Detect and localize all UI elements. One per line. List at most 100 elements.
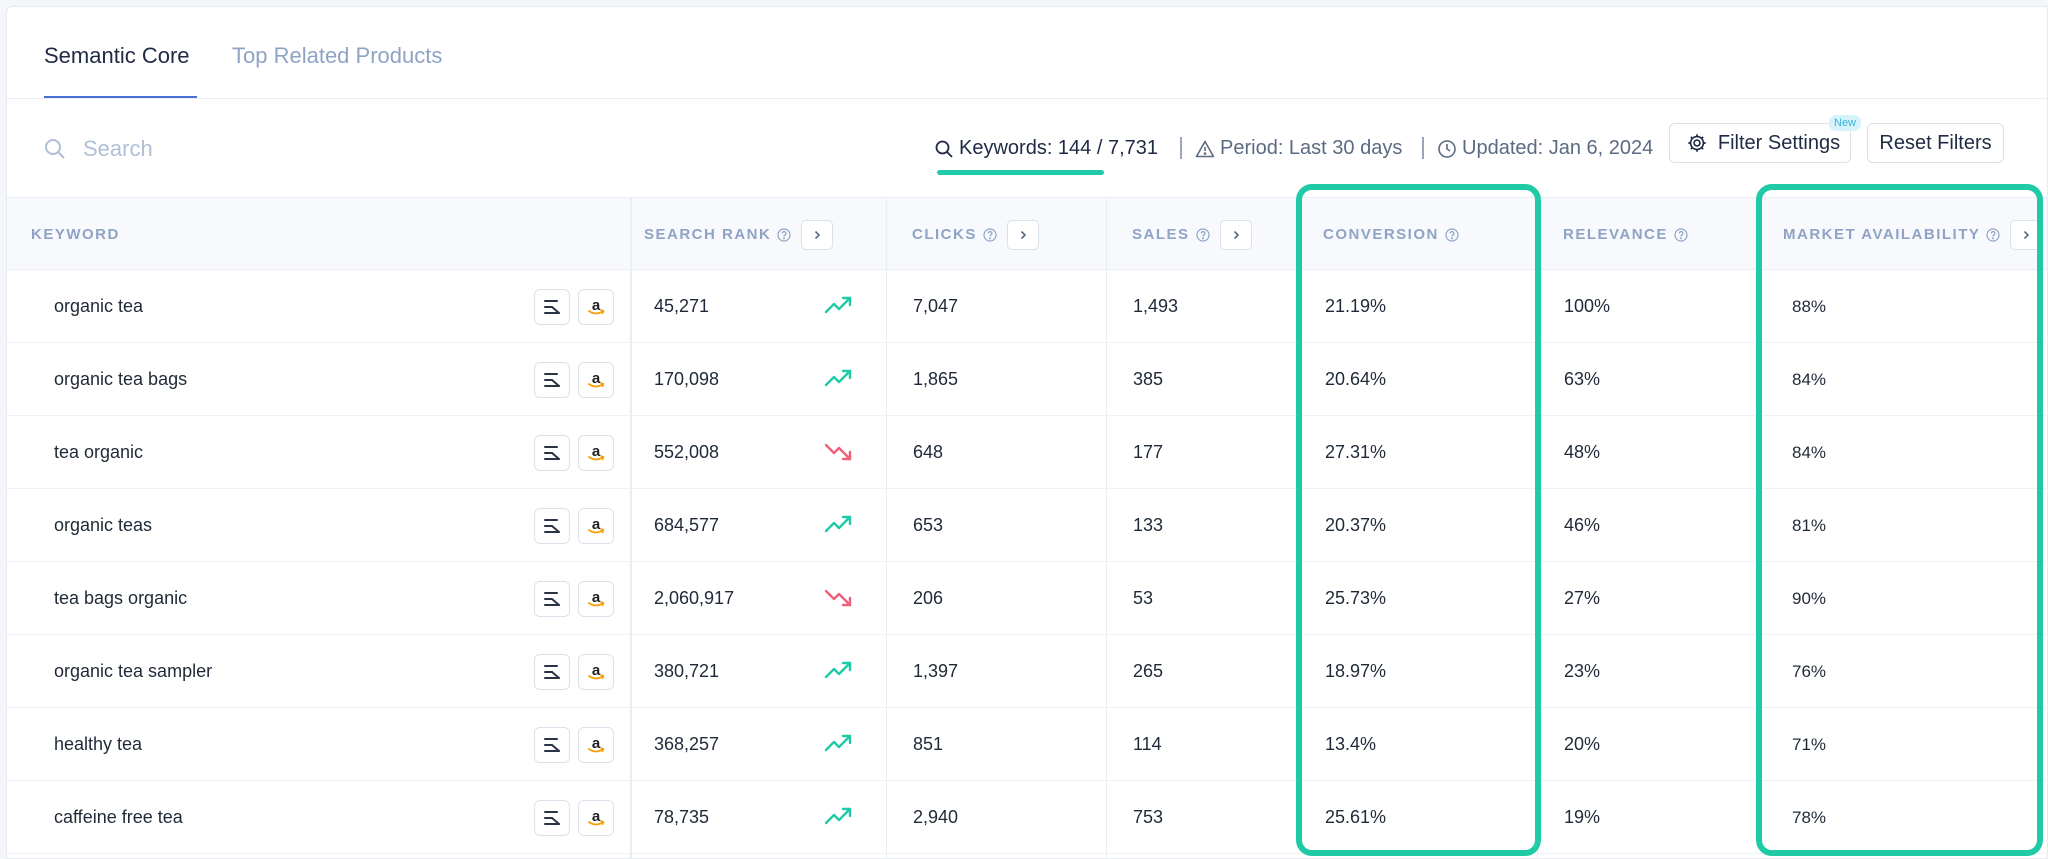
amazon-icon[interactable]: a (578, 362, 614, 398)
search-rank-tool-icon[interactable] (534, 508, 570, 544)
period-label: Period: Last 30 days (1220, 137, 1403, 159)
svg-text:a: a (592, 443, 601, 460)
column-divider (630, 197, 632, 859)
table-row[interactable]: organic tea bags a 170,098 1,865 385 20.64% 63… (7, 343, 2047, 416)
search-rank-tool-icon[interactable] (534, 654, 570, 690)
relevance-cell: 19% (1564, 807, 1601, 827)
search-input[interactable] (83, 136, 583, 162)
column-header-keyword[interactable]: KEYWORD (31, 198, 120, 271)
help-icon[interactable] (983, 227, 997, 242)
trend-down-icon (824, 586, 854, 610)
search-rank-tool-icon[interactable] (534, 435, 570, 471)
clock-icon (1438, 139, 1456, 158)
amazon-icon[interactable]: a (578, 508, 614, 544)
market-availability-cell: 88% (1792, 296, 1827, 316)
relevance-cell: 23% (1564, 661, 1601, 681)
help-icon[interactable] (777, 227, 791, 242)
help-icon[interactable] (1674, 227, 1688, 242)
column-header-relevance[interactable]: RELEVANCE (1563, 198, 1688, 271)
search-rank-cell: 380,721 (654, 661, 720, 681)
column-header-market-availability[interactable]: MARKET AVAILABILITY (1783, 198, 2043, 271)
reset-filters-button[interactable]: Reset Filters (1867, 123, 2004, 163)
search-box (43, 136, 583, 162)
help-icon[interactable] (1445, 227, 1459, 242)
column-header-conversion-label: CONVERSION (1323, 226, 1439, 243)
chevron-right-icon[interactable] (801, 219, 834, 250)
search-rank-tool-icon[interactable] (534, 727, 570, 763)
column-header-keyword-label: KEYWORD (31, 226, 120, 243)
period-info: Period: Last 30 days (1195, 137, 1402, 160)
keyword-cell: organic teas (54, 515, 153, 535)
amazon-icon[interactable]: a (578, 727, 614, 763)
sales-cell: 265 (1133, 661, 1164, 681)
warning-triangle-icon (1195, 140, 1215, 157)
chevron-right-icon[interactable] (2010, 219, 2043, 250)
table-row[interactable]: organic tea a 45,271 7,047 1,493 21.19% 100% 88… (7, 270, 2047, 343)
divider (1422, 137, 1424, 159)
svg-text:a: a (592, 297, 601, 314)
clicks-cell: 7,047 (913, 296, 959, 316)
keyword-cell: healthy tea (54, 734, 143, 754)
conversion-cell: 27.31% (1325, 442, 1387, 462)
sales-cell: 753 (1133, 807, 1164, 827)
keywords-highlight-underline (937, 170, 1104, 175)
market-availability-cell: 76% (1792, 661, 1827, 681)
sales-cell: 53 (1133, 588, 1154, 608)
help-icon[interactable] (1195, 227, 1210, 242)
table-row[interactable]: tea organic a 552,008 648 177 27.31% 48% 84% (7, 416, 2047, 489)
updated-label: Updated: Jan 6, 2024 (1462, 137, 1654, 159)
clicks-cell: 648 (913, 442, 944, 462)
column-header-market-availability-label: MARKET AVAILABILITY (1783, 226, 1981, 243)
column-header-clicks-label: CLICKS (912, 226, 977, 243)
clicks-cell: 1,865 (913, 369, 959, 389)
clicks-cell: 851 (913, 734, 944, 754)
tab-top-related-products[interactable]: Top Related Products (232, 43, 443, 68)
clicks-cell: 653 (913, 515, 944, 535)
column-header-search-rank[interactable]: SEARCH RANK (644, 198, 834, 271)
conversion-cell: 20.37% (1325, 515, 1387, 535)
table-row[interactable]: organic tea sampler a 380,721 1,397 265 18.97… (7, 635, 2047, 708)
clicks-cell: 1,397 (913, 661, 959, 681)
amazon-icon[interactable]: a (578, 800, 614, 836)
trend-up-icon (824, 805, 854, 829)
column-header-sales[interactable]: SALES (1132, 198, 1252, 271)
sales-cell: 114 (1133, 734, 1162, 754)
column-header-search-rank-label: SEARCH RANK (644, 226, 772, 243)
table-row[interactable]: healthy tea a 368,257 851 114 13.4% 20% 71% (7, 708, 2047, 781)
svg-text:a: a (592, 370, 601, 387)
conversion-cell: 20.64% (1325, 369, 1387, 389)
table-row[interactable]: organic teas a 684,577 653 133 20.37% 46% 81% (7, 489, 2047, 562)
table-row[interactable]: caffeine free tea a 78,735 2,940 753 25.61% 19… (7, 781, 2047, 854)
active-tab-indicator (44, 96, 197, 98)
amazon-icon[interactable]: a (578, 581, 614, 617)
search-icon (935, 140, 953, 158)
keyword-cell: organic tea sampler (54, 661, 213, 681)
column-divider (886, 197, 887, 859)
filter-settings-button[interactable]: Filter Settings (1669, 123, 1851, 163)
chevron-right-icon[interactable] (1219, 219, 1252, 250)
chevron-right-icon[interactable] (1006, 219, 1039, 250)
market-availability-cell: 84% (1792, 369, 1827, 389)
divider (1180, 137, 1182, 159)
amazon-icon[interactable]: a (578, 654, 614, 690)
search-rank-tool-icon[interactable] (534, 362, 570, 398)
keyword-cell: organic tea (54, 296, 144, 316)
conversion-cell: 21.19% (1325, 296, 1387, 316)
column-header-clicks[interactable]: CLICKS (912, 198, 1039, 271)
search-rank-tool-icon[interactable] (534, 800, 570, 836)
market-availability-cell: 81% (1792, 515, 1827, 535)
search-rank-cell: 684,577 (654, 515, 720, 535)
column-header-conversion[interactable]: CONVERSION (1323, 198, 1459, 271)
tab-semantic-core[interactable]: Semantic Core (44, 43, 190, 68)
help-icon[interactable] (1986, 227, 2000, 242)
amazon-icon[interactable]: a (578, 289, 614, 325)
table-row[interactable]: tea bags organic a 2,060,917 206 53 25.73% 27%… (7, 562, 2047, 635)
search-rank-tool-icon[interactable] (534, 581, 570, 617)
svg-text:a: a (592, 662, 601, 679)
svg-text:a: a (592, 735, 601, 752)
sales-cell: 385 (1133, 369, 1164, 389)
search-rank-tool-icon[interactable] (534, 289, 570, 325)
amazon-icon[interactable]: a (578, 435, 614, 471)
search-rank-cell: 78,735 (654, 807, 710, 827)
trend-up-icon (824, 367, 854, 391)
